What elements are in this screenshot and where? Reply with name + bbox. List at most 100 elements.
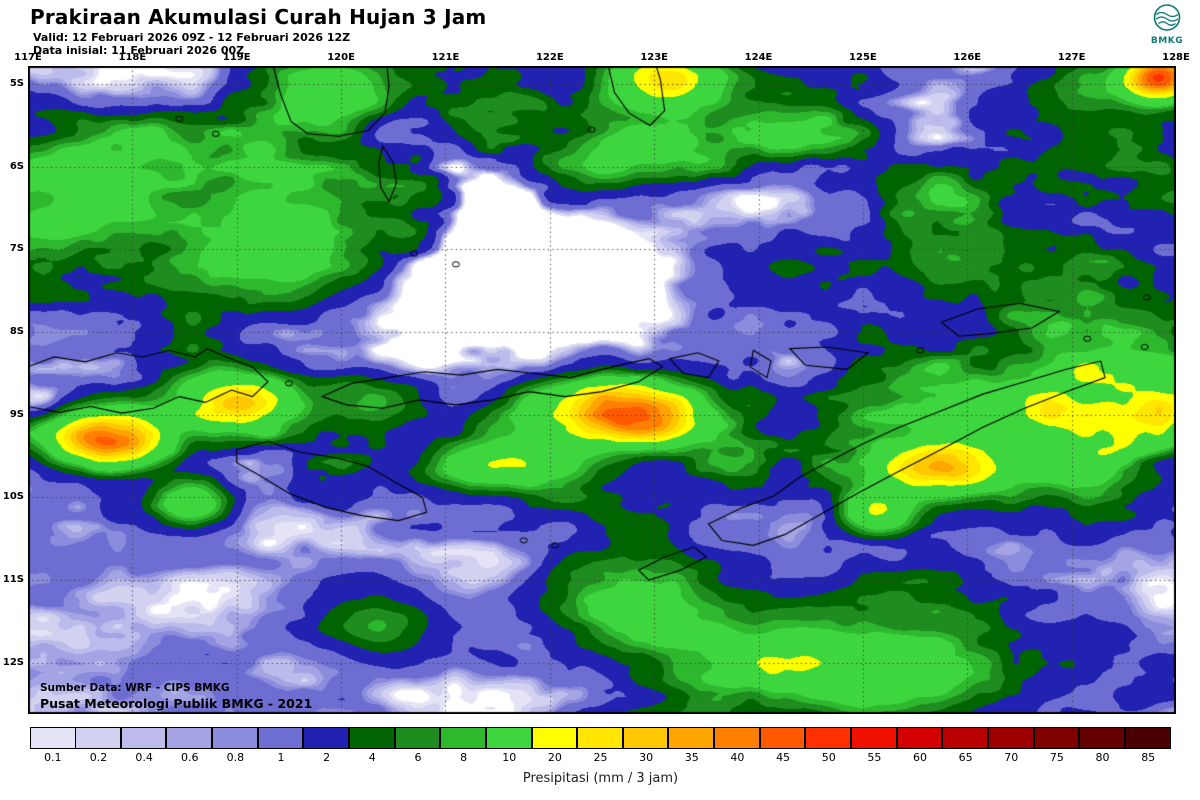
legend-entry-0.2: 0.2 — [75, 727, 122, 764]
precipitation-map-canvas — [28, 66, 1176, 714]
legend-color-bar: 0.1 0.2 0.4 0.6 0.8 1 2 4 6 8 10 20 25 30 35 40 45 50 55 60… — [30, 727, 1171, 764]
legend-value-label: 80 — [1095, 751, 1110, 764]
legend-color-swatch-8 — [440, 727, 486, 749]
legend-color-swatch-10 — [485, 727, 532, 749]
bmkg-logo-label: BMKG — [1150, 36, 1184, 46]
legend-caption: Presipitasi (mm / 3 jam) — [522, 771, 679, 786]
legend-color-swatch-45 — [759, 727, 806, 749]
legend-color-swatch-50 — [805, 727, 852, 749]
legend-entry-35: 35 — [668, 727, 715, 764]
map-container: Sumber Data: WRF - CIPS BMKG Pusat Meteo… — [2, 52, 1190, 714]
legend-value-label: 75 — [1049, 751, 1064, 764]
legend-value-label: 60 — [912, 751, 927, 764]
legend-entry-25: 25 — [577, 727, 624, 764]
legend-value-label: 25 — [593, 751, 608, 764]
legend-color-swatch-60 — [896, 727, 943, 749]
legend-color-swatch-0.1 — [30, 727, 76, 749]
legend-value-label: 55 — [867, 751, 882, 764]
lon-label-126E: 126E — [953, 52, 982, 63]
legend-entry-45: 45 — [759, 727, 806, 764]
legend-color-swatch-6 — [394, 727, 441, 749]
legend-entry-60: 60 — [896, 727, 943, 764]
legend-entry-55: 55 — [851, 727, 898, 764]
legend-entry-0.8: 0.8 — [212, 727, 259, 764]
legend-entry-2: 2 — [303, 727, 350, 764]
legend-entry-4: 4 — [348, 727, 395, 764]
legend-entry-85: 85 — [1124, 727, 1171, 764]
lat-label-11S: 11S — [2, 574, 24, 586]
valid-period-line: Valid: 12 Februari 2026 09Z - 12 Februar… — [33, 31, 351, 44]
lat-label-8S: 8S — [9, 326, 24, 338]
lat-label-5S: 5S — [9, 78, 24, 90]
legend-entry-0.6: 0.6 — [166, 727, 213, 764]
legend-color-swatch-65 — [942, 727, 988, 749]
legend-value-label: 45 — [776, 751, 791, 764]
legend-value-label: 30 — [639, 751, 654, 764]
lat-label-6S: 6S — [9, 160, 24, 172]
legend-color-swatch-0.2 — [75, 727, 121, 749]
legend-color-swatch-0.6 — [166, 727, 213, 749]
legend-color-swatch-70 — [987, 727, 1034, 749]
color-scale-legend: 0.1 0.2 0.4 0.6 0.8 1 2 4 6 8 10 20 25 30 35 40 45 50 55 60… — [30, 727, 1171, 786]
legend-value-label: 70 — [1004, 751, 1019, 764]
legend-entry-50: 50 — [805, 727, 852, 764]
legend-value-label: 2 — [323, 751, 331, 764]
legend-entry-65: 65 — [942, 727, 989, 764]
bmkg-logo: BMKG — [1144, 3, 1190, 46]
legend-color-swatch-85 — [1124, 727, 1171, 749]
legend-color-swatch-40 — [714, 727, 760, 749]
legend-value-label: 35 — [684, 751, 699, 764]
lon-label-121E: 121E — [431, 52, 460, 63]
legend-value-label: 65 — [958, 751, 973, 764]
lon-label-117E: 117E — [14, 52, 42, 63]
legend-value-label: 1 — [277, 751, 285, 764]
legend-entry-10: 10 — [485, 727, 532, 764]
legend-value-label: 50 — [821, 751, 836, 764]
lat-label-12S: 12S — [2, 656, 24, 668]
legend-entry-80: 80 — [1079, 727, 1126, 764]
legend-value-label: 6 — [414, 751, 422, 764]
legend-entry-1: 1 — [257, 727, 304, 764]
legend-value-label: 0.8 — [226, 751, 245, 764]
legend-color-swatch-20 — [531, 727, 578, 749]
legend-entry-70: 70 — [987, 727, 1034, 764]
legend-value-label: 4 — [368, 751, 376, 764]
lon-label-122E: 122E — [535, 52, 564, 63]
legend-color-swatch-55 — [851, 727, 897, 749]
legend-value-label: 20 — [547, 751, 562, 764]
legend-color-swatch-80 — [1079, 727, 1125, 749]
legend-value-label: 0.2 — [89, 751, 108, 764]
legend-color-swatch-75 — [1033, 727, 1080, 749]
lon-label-128E: 128E — [1162, 52, 1190, 63]
legend-color-swatch-1 — [257, 727, 304, 749]
legend-color-swatch-4 — [348, 727, 395, 749]
lon-label-120E: 120E — [327, 52, 355, 63]
lat-label-10S: 10S — [2, 491, 24, 503]
legend-color-swatch-0.8 — [212, 727, 258, 749]
legend-value-label: 8 — [460, 751, 468, 764]
lon-label-124E: 124E — [744, 52, 773, 63]
legend-color-swatch-35 — [668, 727, 715, 749]
legend-value-label: 10 — [502, 751, 517, 764]
legend-entry-75: 75 — [1033, 727, 1080, 764]
legend-entry-40: 40 — [714, 727, 761, 764]
lon-label-118E: 118E — [118, 52, 147, 63]
legend-value-label: 0.1 — [44, 751, 62, 764]
legend-entry-0.1: 0.1 — [30, 727, 76, 764]
page-title: Prakiraan Akumulasi Curah Hujan 3 Jam — [30, 5, 487, 29]
legend-value-label: 0.6 — [180, 751, 199, 764]
legend-color-swatch-30 — [622, 727, 669, 749]
source-org-line: Pusat Meteorologi Publik BMKG - 2021 — [40, 695, 313, 711]
lat-label-9S: 9S — [9, 408, 24, 420]
lat-label-7S: 7S — [9, 243, 24, 255]
init-data-line: Data inisial: 11 Februari 2026 00Z — [33, 44, 245, 57]
legend-entry-6: 6 — [394, 727, 441, 764]
map-source-credit: Sumber Data: WRF - CIPS BMKG Pusat Meteo… — [40, 682, 312, 712]
legend-value-label: 85 — [1141, 751, 1156, 764]
lon-label-125E: 125E — [849, 52, 877, 63]
lon-label-119E: 119E — [222, 52, 251, 63]
lon-label-123E: 123E — [640, 52, 669, 63]
legend-value-label: 0.4 — [135, 751, 153, 764]
legend-color-swatch-2 — [303, 727, 349, 749]
